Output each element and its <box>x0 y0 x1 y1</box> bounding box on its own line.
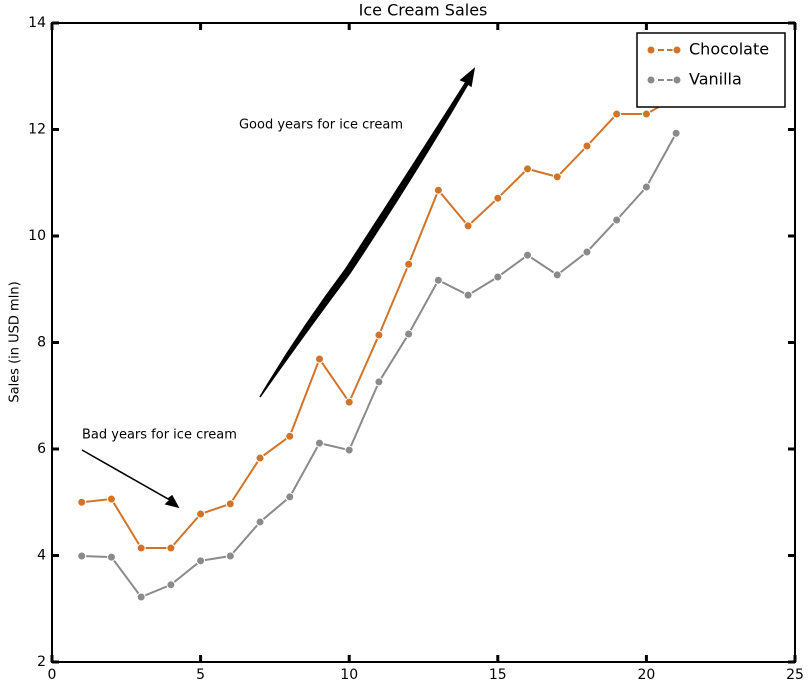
legend-label: Vanilla <box>689 70 742 89</box>
y-tick-label: 8 <box>37 335 46 351</box>
data-point <box>582 141 592 151</box>
series-line <box>81 96 677 550</box>
x-tick-label: 15 <box>489 667 507 683</box>
legend-swatch <box>646 45 656 55</box>
x-tick-label: 10 <box>340 667 358 683</box>
data-point <box>255 517 265 527</box>
x-tick-label: 25 <box>786 667 804 683</box>
data-point <box>641 182 651 192</box>
data-point <box>255 453 265 463</box>
legend-swatch <box>646 75 656 85</box>
data-point <box>106 552 116 562</box>
data-point <box>641 109 651 119</box>
legend-swatch <box>672 45 682 55</box>
data-point <box>225 551 235 561</box>
data-point <box>463 290 473 300</box>
legend: Chocolate Vanilla <box>636 32 786 108</box>
y-tick-label: 14 <box>28 15 46 31</box>
y-tick-label: 4 <box>37 548 46 564</box>
y-tick-label: 6 <box>37 441 46 457</box>
data-point <box>463 221 473 231</box>
data-point <box>433 275 443 285</box>
y-axis-label: Sales (in USD mln) <box>8 281 23 402</box>
data-point <box>523 164 533 174</box>
y-tick-label: 12 <box>28 122 46 138</box>
data-point <box>612 109 622 119</box>
y-tick-label: 10 <box>28 228 46 244</box>
annotation-arrow <box>259 67 476 398</box>
data-point <box>552 172 562 182</box>
annotation-arrow <box>81 449 180 509</box>
data-point <box>344 445 354 455</box>
annotation: Good years for ice cream <box>239 118 403 133</box>
data-point <box>166 580 176 590</box>
data-point <box>225 499 235 509</box>
data-point <box>314 438 324 448</box>
data-point <box>285 431 295 441</box>
data-point <box>285 492 295 502</box>
data-point <box>404 259 414 269</box>
data-point <box>77 551 87 561</box>
data-point <box>166 543 176 553</box>
data-point <box>344 397 354 407</box>
data-point <box>196 556 206 566</box>
data-point <box>314 354 324 364</box>
annotation: Bad years for ice cream <box>82 428 237 443</box>
data-point <box>671 128 681 138</box>
data-point <box>374 377 384 387</box>
data-point <box>106 494 116 504</box>
data-point <box>77 497 87 507</box>
x-tick-label: 0 <box>48 667 57 683</box>
data-point <box>612 215 622 225</box>
y-tick-label: 2 <box>37 654 46 670</box>
data-point <box>404 329 414 339</box>
data-point <box>433 185 443 195</box>
data-point <box>493 193 503 203</box>
chart-title: Ice Cream Sales <box>359 1 488 20</box>
data-point <box>196 509 206 519</box>
legend-label: Chocolate <box>689 40 769 59</box>
data-point <box>523 250 533 260</box>
data-point <box>136 543 146 553</box>
x-tick-label: 5 <box>196 667 205 683</box>
data-point <box>136 592 146 602</box>
legend-frame <box>636 32 786 108</box>
data-point <box>374 330 384 340</box>
data-point <box>582 247 592 257</box>
data-point <box>552 270 562 280</box>
plot-frame <box>51 22 796 663</box>
series-line <box>81 132 677 599</box>
legend-swatch <box>672 75 682 85</box>
x-tick-label: 20 <box>637 667 655 683</box>
data-point <box>493 272 503 282</box>
